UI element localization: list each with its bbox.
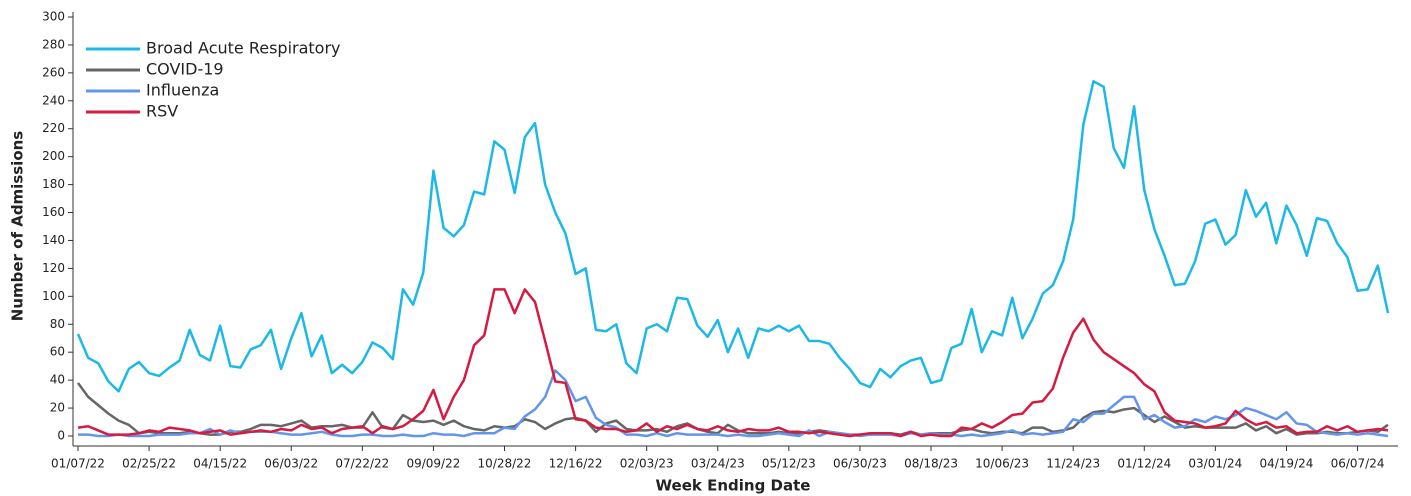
y-tick-label: 100 — [42, 289, 65, 303]
x-tick-label: 04/19/24 — [1259, 457, 1313, 471]
x-tick-label: 01/12/24 — [1117, 457, 1171, 471]
x-tick-label: 09/09/22 — [406, 457, 460, 471]
x-tick-label: 07/22/22 — [335, 457, 389, 471]
series-line — [77, 288, 1389, 438]
y-tick-label: 280 — [42, 37, 65, 51]
x-tick-label: 03/24/23 — [691, 457, 745, 471]
x-tick-label: 06/30/23 — [833, 457, 887, 471]
x-tick-label: 06/07/24 — [1331, 457, 1385, 471]
x-tick-label: 11/24/23 — [1046, 457, 1100, 471]
legend-label: Broad Acute Respiratory — [146, 39, 341, 58]
y-tick-label: 160 — [42, 205, 65, 219]
y-tick-label: 300 — [42, 10, 65, 24]
y-tick-label: 200 — [42, 149, 65, 163]
y-axis-title: Number of Admissions — [9, 131, 27, 322]
series-line — [76, 382, 1389, 436]
series-line — [78, 369, 1389, 438]
x-tick-label: 08/18/23 — [904, 457, 958, 471]
legend-label: RSV — [146, 102, 178, 121]
x-tick-label: 03/01/24 — [1188, 457, 1242, 471]
x-tick-label: 05/12/23 — [762, 457, 816, 471]
y-tick-label: 120 — [42, 261, 65, 275]
legend-label: COVID-19 — [146, 60, 224, 79]
x-tick-label: 10/28/22 — [478, 457, 532, 471]
y-tick-label: 260 — [42, 65, 65, 79]
series-line — [76, 80, 1390, 393]
y-tick-label: 180 — [42, 177, 65, 191]
x-tick-label: 10/06/23 — [975, 457, 1029, 471]
legend-label: Influenza — [146, 81, 219, 100]
x-tick-label: 06/03/22 — [264, 457, 318, 471]
x-axis-title: Week Ending Date — [656, 477, 811, 495]
y-tick-label: 40 — [50, 373, 65, 387]
x-tick-label: 04/15/22 — [193, 457, 247, 471]
y-tick-label: 20 — [50, 401, 65, 415]
x-tick-label: 12/16/22 — [549, 457, 603, 471]
y-tick-label: 0 — [57, 429, 65, 443]
y-tick-label: 80 — [50, 317, 65, 331]
x-tick-label: 02/03/23 — [620, 457, 674, 471]
y-tick-label: 220 — [42, 121, 65, 135]
y-tick-label: 240 — [42, 93, 65, 107]
x-tick-label: 01/07/22 — [51, 457, 105, 471]
y-tick-label: 140 — [42, 233, 65, 247]
x-tick-label: 02/25/22 — [122, 457, 176, 471]
y-tick-label: 60 — [50, 345, 65, 359]
